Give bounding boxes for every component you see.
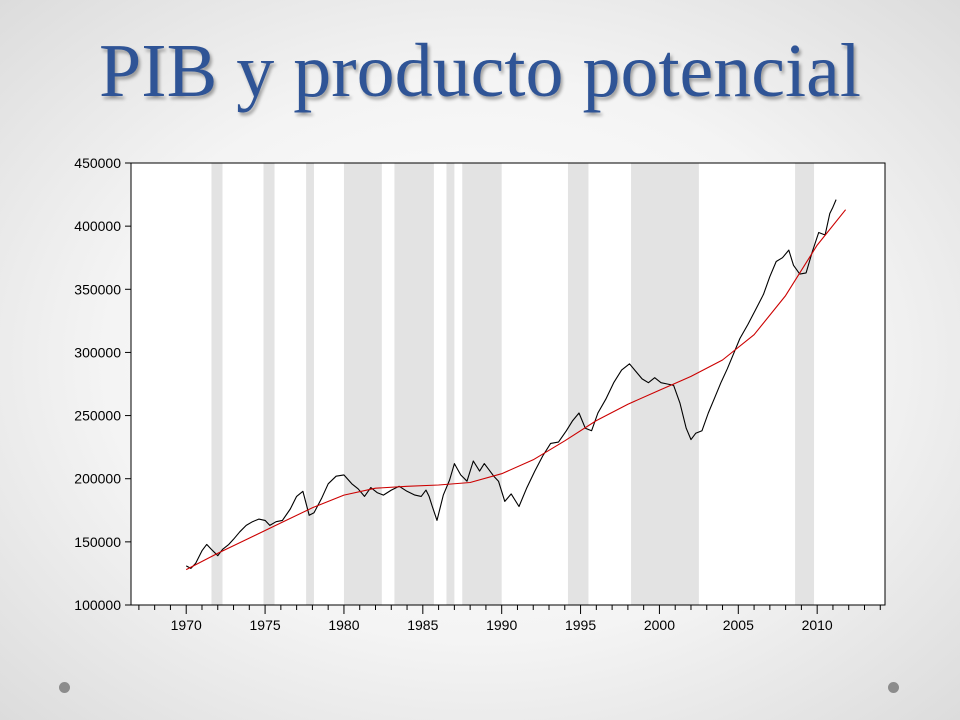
shaded-period [394,163,434,605]
x-tick-label: 1980 [328,617,359,633]
series-layer [185,199,847,571]
y-tick-label: 100000 [74,597,121,613]
series-line-pib [185,199,837,569]
x-tick-label: 1990 [486,617,517,633]
x-tick-label: 2000 [644,617,675,633]
shaded-period [795,163,815,605]
shaded-period [343,163,382,605]
y-tick-label: 200000 [74,471,121,487]
shaded-period [306,163,314,605]
shaded-period [446,163,455,605]
x-tick-label: 1970 [171,617,202,633]
shaded-period [462,163,502,605]
y-tick-label: 300000 [74,344,121,360]
x-tick-label: 1995 [565,617,596,633]
x-tick-label: 1985 [407,617,438,633]
y-tick-label: 150000 [74,534,121,550]
y-tick-label: 450000 [74,155,121,171]
x-tick-label: 2005 [723,617,754,633]
y-tick-label: 400000 [74,218,121,234]
y-tick-label: 350000 [74,281,121,297]
shaded-period [567,163,589,605]
shaded-period [211,163,223,605]
plot-background [131,163,885,605]
series-line-potencial [185,209,847,571]
x-tick-label: 1975 [250,617,281,633]
left-nav-dot [59,682,70,693]
right-nav-dot [888,682,899,693]
y-tick-label: 250000 [74,408,121,424]
plot-frame [130,162,886,606]
x-tick-label: 2010 [802,617,833,633]
shaded-period [263,163,275,605]
axis-ticks: 100000 150000 200000 250000 300000 350000 4000… [74,155,881,633]
recession-shading [131,163,885,605]
slide-title: PIB y producto potencial [99,29,861,113]
